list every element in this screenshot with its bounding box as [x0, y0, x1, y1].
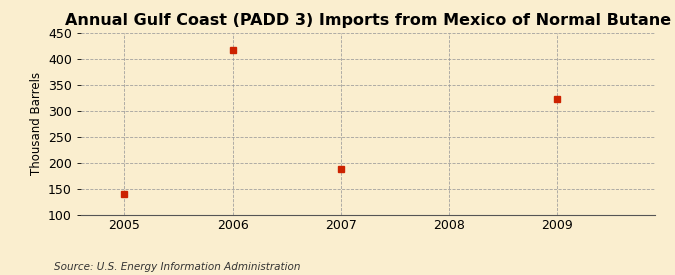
Title: Annual Gulf Coast (PADD 3) Imports from Mexico of Normal Butane: Annual Gulf Coast (PADD 3) Imports from … — [65, 13, 671, 28]
Y-axis label: Thousand Barrels: Thousand Barrels — [30, 72, 43, 175]
Text: Source: U.S. Energy Information Administration: Source: U.S. Energy Information Administ… — [54, 262, 300, 272]
